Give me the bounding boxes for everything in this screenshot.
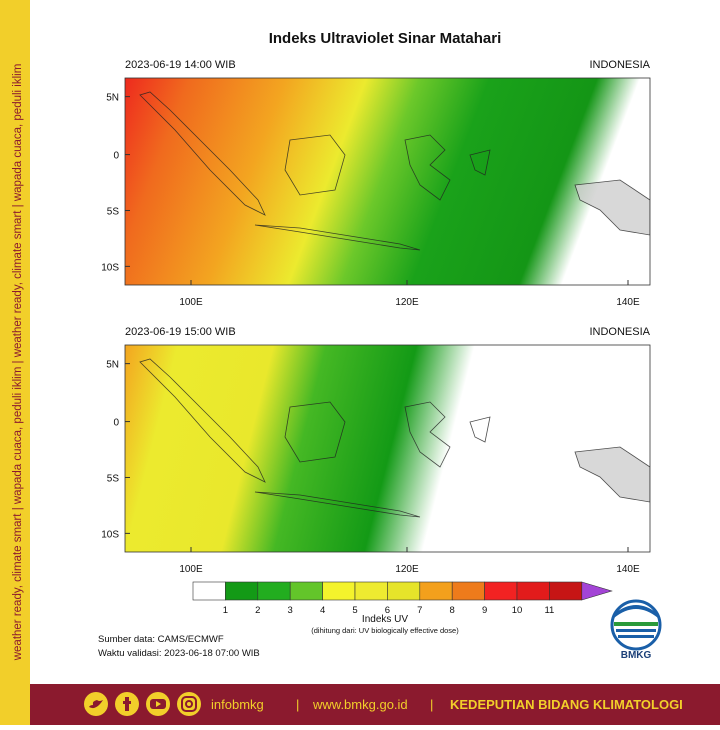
lat-label: 0 bbox=[113, 418, 119, 429]
colorbar-label: 10 bbox=[512, 605, 523, 616]
footer-website: www.bmkg.go.id bbox=[312, 697, 408, 712]
lat-label: 10S bbox=[101, 262, 119, 273]
coastline bbox=[139, 91, 266, 216]
colorbar-label: 1 bbox=[223, 605, 228, 616]
colorbar-swatch bbox=[322, 581, 356, 601]
lat-label: 0 bbox=[113, 151, 119, 162]
colorbar-label: 3 bbox=[288, 605, 293, 616]
lon-label: 120E bbox=[395, 297, 419, 308]
uv-field bbox=[125, 345, 650, 552]
colorbar-label: 6 bbox=[385, 605, 390, 616]
social-icons bbox=[84, 692, 201, 716]
side-banner bbox=[0, 0, 30, 725]
colorbar-title: Indeks UV bbox=[362, 614, 408, 625]
uv-field bbox=[125, 78, 650, 285]
coastline bbox=[574, 446, 650, 503]
map-time: 2023-06-19 14:00 WIB bbox=[125, 59, 236, 71]
footer bbox=[30, 684, 720, 725]
colorbar-label: 4 bbox=[320, 605, 325, 616]
colorbar-swatch bbox=[387, 581, 421, 601]
lon-label: 100E bbox=[179, 564, 203, 575]
map-field bbox=[125, 78, 650, 285]
coastline bbox=[469, 149, 491, 176]
coastline bbox=[254, 224, 421, 251]
colorbar-swatch bbox=[419, 581, 453, 601]
map-frame bbox=[124, 77, 651, 286]
map-frame bbox=[124, 344, 651, 553]
lat-label: 10S bbox=[101, 529, 119, 540]
lat-label: 5S bbox=[107, 206, 120, 217]
colorbar-swatch bbox=[192, 581, 226, 601]
coastline bbox=[404, 134, 451, 201]
colorbar-label: 2 bbox=[255, 605, 260, 616]
lon-label: 140E bbox=[616, 564, 640, 575]
coastline bbox=[574, 179, 650, 236]
lon-label: 120E bbox=[395, 564, 419, 575]
map: 2023-06-19 14:00 WIB INDONESIA 5N 0 5S 10S 100… bbox=[101, 59, 650, 308]
map-region: INDONESIA bbox=[589, 59, 650, 71]
colorbar-label: 8 bbox=[450, 605, 455, 616]
colorbar-swatch bbox=[484, 581, 518, 601]
footer-separator: | bbox=[430, 697, 433, 712]
source: Sumber data: CAMS/ECMWF bbox=[98, 634, 224, 645]
colorbar-swatch bbox=[549, 581, 583, 601]
logo-text: BMKG bbox=[621, 650, 652, 661]
lon-label: 140E bbox=[616, 297, 640, 308]
coastline bbox=[404, 401, 451, 468]
coastline bbox=[284, 401, 346, 463]
map-field bbox=[125, 345, 650, 552]
colorbar-swatch bbox=[257, 581, 291, 601]
logo: BMKG bbox=[610, 599, 662, 661]
coastline bbox=[254, 491, 421, 518]
map-time: 2023-06-19 15:00 WIB bbox=[125, 326, 236, 338]
maps: 2023-06-19 14:00 WIB INDONESIA 5N 0 5S 10S 100… bbox=[101, 59, 650, 575]
colorbar-swatch bbox=[354, 581, 388, 601]
coastline bbox=[469, 416, 491, 443]
map-region: INDONESIA bbox=[589, 326, 650, 338]
colorbar-swatch bbox=[516, 581, 550, 601]
validity: Waktu validasi: 2023-06-18 07:00 WIB bbox=[98, 648, 260, 659]
footer-handle: infobmkg bbox=[211, 697, 264, 712]
colorbar-label: 5 bbox=[352, 605, 357, 616]
colorbar-label: 7 bbox=[417, 605, 422, 616]
lat-label: 5S bbox=[107, 473, 120, 484]
colorbar-arrow bbox=[581, 581, 613, 601]
footer-department: KEDEPUTIAN BIDANG KLIMATOLOGI bbox=[450, 697, 683, 712]
side-banner-text: weather ready, climate smart | wapada cu… bbox=[12, 64, 24, 662]
lat-label: 5N bbox=[106, 93, 119, 104]
colorbar-swatch bbox=[289, 581, 323, 601]
map: 2023-06-19 15:00 WIB INDONESIA 5N 0 5S 10S 100… bbox=[101, 326, 650, 575]
coastline bbox=[284, 134, 346, 196]
colorbar-subtitle: (dihitung dari: UV biologically effectiv… bbox=[311, 626, 459, 635]
lat-label: 5N bbox=[106, 360, 119, 371]
colorbar-swatch bbox=[451, 581, 485, 601]
colorbar: 1 2 3 4 5 6 7 8 9 10 11 bbox=[192, 581, 613, 616]
colorbar-swatch bbox=[225, 581, 259, 601]
title: Indeks Ultraviolet Sinar Matahari bbox=[269, 30, 502, 47]
coastline bbox=[139, 358, 266, 483]
colorbar-label: 11 bbox=[544, 605, 554, 616]
footer-separator: | bbox=[296, 697, 299, 712]
lon-label: 100E bbox=[179, 297, 203, 308]
colorbar-label: 9 bbox=[482, 605, 487, 616]
